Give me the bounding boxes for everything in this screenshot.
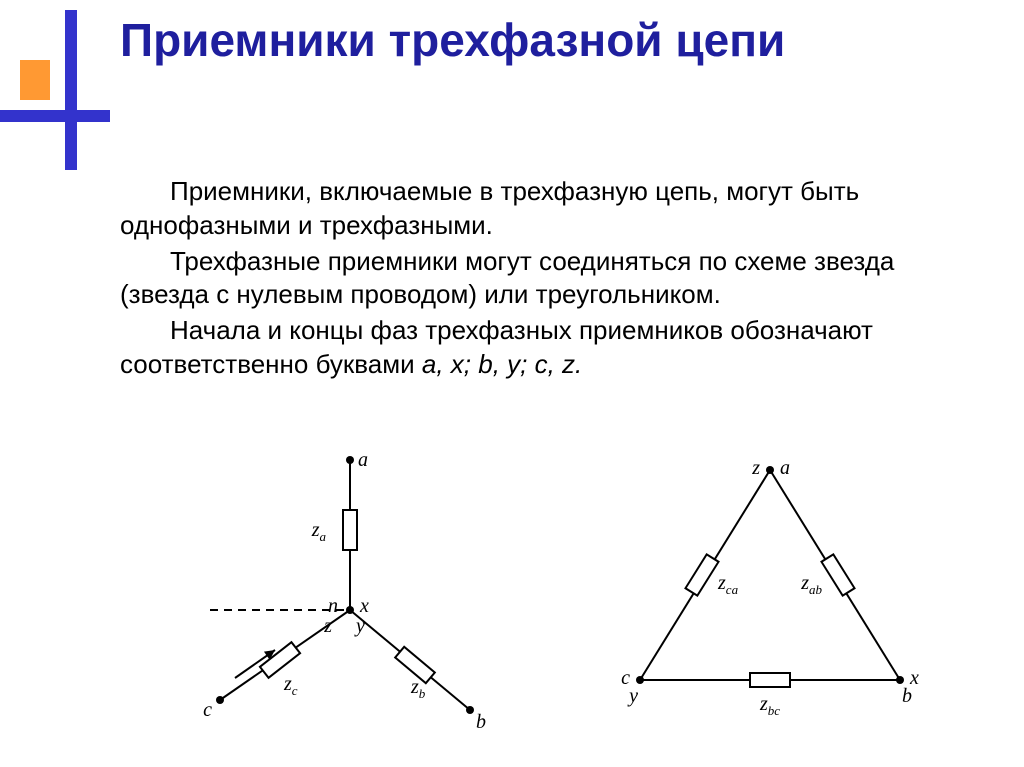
diagram-label: z [751, 457, 760, 479]
diagram-label: n [328, 595, 338, 617]
diagram-label: z [323, 615, 332, 637]
diagram-label: zbc [759, 693, 780, 718]
deco-blue-vert [65, 10, 77, 170]
paragraph-3: Начала и концы фаз трехфазных приемников… [120, 314, 964, 382]
terminal-node [766, 466, 774, 474]
diagram-label: za [311, 519, 327, 544]
impedance-za [343, 510, 357, 550]
phase-letters: a, x; b, y; c, z. [422, 349, 582, 379]
diagram-label: b [476, 711, 486, 733]
terminal-node [636, 676, 644, 684]
diagram-label: zca [717, 572, 739, 597]
diagram-label: zab [800, 572, 822, 597]
deco-blue-horiz [0, 110, 110, 122]
terminal-node [466, 706, 474, 714]
impedance-zab [821, 554, 854, 595]
diagram-label: b [902, 685, 912, 707]
diagram-label: a [780, 457, 790, 479]
slide-decoration [0, 10, 120, 180]
terminal-node [896, 676, 904, 684]
terminal-node [216, 696, 224, 704]
terminal-node [346, 456, 354, 464]
circuit-diagrams: abcnxyzzazbzcazxbcyzabzbczca [0, 430, 1024, 750]
diagram-label: a [358, 449, 368, 471]
terminal-node [346, 606, 354, 614]
paragraph-1: Приемники, включаемые в трехфазную цепь,… [120, 175, 964, 243]
body-text: Приемники, включаемые в трехфазную цепь,… [120, 175, 964, 384]
diagram-label: y [354, 615, 365, 637]
impedance-zc [260, 642, 300, 678]
paragraph-2: Трехфазные приемники могут соединяться п… [120, 245, 964, 313]
diagram-label: x [359, 595, 369, 617]
diagram-label: c [203, 699, 212, 721]
diagram-label: y [627, 685, 638, 707]
impedance-zbc [750, 673, 790, 687]
deco-orange [20, 60, 50, 100]
diagram-label: zc [283, 673, 298, 698]
impedance-zca [685, 554, 718, 595]
page-title: Приемники трехфазной цепи [120, 15, 785, 66]
